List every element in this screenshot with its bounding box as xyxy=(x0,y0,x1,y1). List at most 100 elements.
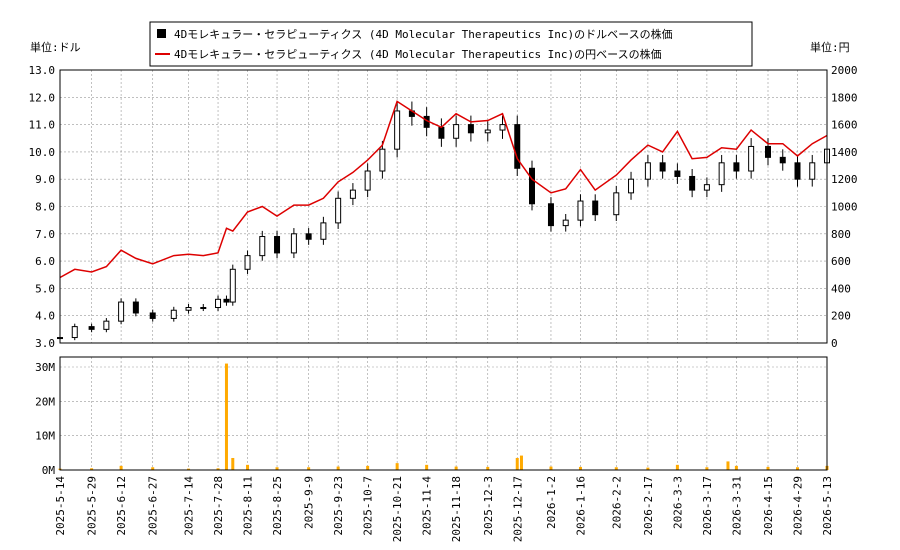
price-y-tick-right: 1400 xyxy=(831,146,858,159)
candle-body xyxy=(689,175,696,191)
volume-bar xyxy=(766,466,770,470)
x-tick-label: 2025-7-28 xyxy=(212,476,225,536)
volume-bar xyxy=(425,464,429,470)
volume-bar xyxy=(231,457,235,470)
candle-body xyxy=(809,162,816,180)
price-y-tick-right: 1200 xyxy=(831,173,858,186)
x-tick-label: 2026-1-16 xyxy=(574,476,587,536)
x-tick-label: 2025-8-25 xyxy=(271,476,284,536)
candle-body xyxy=(118,301,125,322)
x-tick-label: 2026-2-17 xyxy=(642,476,655,536)
price-y-tick-left: 3.0 xyxy=(35,337,55,350)
candle-body xyxy=(170,309,177,319)
price-y-tick-left: 8.0 xyxy=(35,201,55,214)
legend-label-jpy: 4Dモレキュラー・セラピューティクス (4D Molecular Therape… xyxy=(174,47,662,61)
left-axis-unit-label: 単位:ドル xyxy=(30,40,81,54)
candle-body xyxy=(765,145,771,158)
price-y-ticks-left: 3.0 4.0 5.0 6.0 7.0 8.0 9.0 10.0 11.0 12.0 13.0 xyxy=(29,64,56,350)
candle-body xyxy=(674,170,681,177)
volume-bar xyxy=(90,468,94,470)
candle-body xyxy=(529,167,535,205)
volume-bar xyxy=(675,464,679,470)
price-y-tick-left: 6.0 xyxy=(35,255,55,268)
candle-body xyxy=(200,307,207,310)
candle-body xyxy=(223,298,230,303)
candle-body xyxy=(103,320,110,330)
x-tick-label: 2025-6-27 xyxy=(147,476,160,536)
candle-body xyxy=(733,162,740,172)
volume-bar xyxy=(224,363,228,470)
x-tick-label: 2025-11-18 xyxy=(450,476,463,542)
candle-body xyxy=(320,222,327,240)
candle-body xyxy=(305,233,312,240)
volume-bar xyxy=(216,468,220,470)
price-y-tick-left: 12.0 xyxy=(29,91,56,104)
volume-y-tick: 0M xyxy=(42,464,56,477)
volume-bar xyxy=(246,464,250,470)
candle-body xyxy=(149,312,156,319)
volume-panel: 0M 10M 20M 30M xyxy=(35,356,829,477)
price-y-tick-left: 11.0 xyxy=(29,119,56,132)
price-y-tick-left: 7.0 xyxy=(35,228,55,241)
x-tick-label: 2026-3-3 xyxy=(671,476,684,529)
volume-y-ticks: 0M 10M 20M 30M xyxy=(35,361,55,477)
x-tick-label: 2025-12-3 xyxy=(482,476,495,536)
price-y-tick-right: 800 xyxy=(831,228,851,241)
candle-body xyxy=(592,200,599,216)
x-tick-label: 2025-5-14 xyxy=(54,476,67,536)
volume-bar xyxy=(187,468,191,470)
volume-bar xyxy=(614,467,618,470)
candle-body xyxy=(394,110,401,150)
volume-bar xyxy=(366,465,370,470)
usd-candles xyxy=(57,101,830,341)
candle-body xyxy=(484,129,491,134)
x-tick-label: 2025-9-9 xyxy=(303,476,316,529)
volume-bar xyxy=(705,467,709,470)
candle-body xyxy=(748,145,755,172)
x-tick-label: 2026-1-2 xyxy=(545,476,558,529)
volume-bar xyxy=(549,466,553,470)
volume-bar xyxy=(151,467,155,470)
price-y-tick-right: 200 xyxy=(831,310,851,323)
volume-bar xyxy=(726,461,730,470)
volume-bar xyxy=(578,466,582,470)
volume-bar xyxy=(395,463,399,470)
x-axis-ticks: 2025-5-14 2025-5-29 2025-6-12 2025-6-27 2025… xyxy=(54,476,834,543)
legend: 4Dモレキュラー・セラピューティクス (4D Molecular Therape… xyxy=(149,21,753,67)
candle-body xyxy=(379,148,386,172)
volume-bar xyxy=(486,466,490,470)
jpy-price-line xyxy=(59,100,828,279)
legend-swatch-usd xyxy=(157,29,166,38)
x-tick-label: 2026-3-17 xyxy=(701,476,714,536)
candle-body xyxy=(438,126,445,139)
volume-grid xyxy=(59,357,828,471)
x-tick-label: 2025-10-7 xyxy=(362,476,375,536)
price-y-tick-right: 0 xyxy=(831,337,838,350)
candle-body xyxy=(628,178,635,194)
volume-bar xyxy=(119,465,123,470)
right-axis-unit-label: 単位:円 xyxy=(810,40,850,54)
price-y-tick-right: 600 xyxy=(831,255,851,268)
volume-bar xyxy=(275,467,279,470)
price-y-tick-left: 5.0 xyxy=(35,282,55,295)
volume-y-tick: 10M xyxy=(35,430,55,443)
candle-body xyxy=(577,200,584,221)
x-tick-label: 2026-5-13 xyxy=(821,476,834,536)
volume-bars xyxy=(58,363,829,470)
x-tick-label: 2025-9-23 xyxy=(332,476,345,536)
candle-body xyxy=(547,203,554,227)
x-tick-label: 2025-7-14 xyxy=(183,476,196,536)
candle-body xyxy=(71,326,78,339)
price-y-tick-right: 400 xyxy=(831,282,851,295)
x-tick-label: 2026-4-29 xyxy=(792,476,805,536)
candle-body xyxy=(703,184,710,191)
candle-body xyxy=(274,236,281,254)
legend-box xyxy=(149,21,753,67)
candle-body xyxy=(453,124,460,139)
x-tick-label: 2026-2-2 xyxy=(610,476,623,529)
volume-bar xyxy=(796,467,799,470)
candle-body xyxy=(499,124,506,131)
candle-body xyxy=(259,236,266,257)
price-y-tick-left: 9.0 xyxy=(35,173,55,186)
